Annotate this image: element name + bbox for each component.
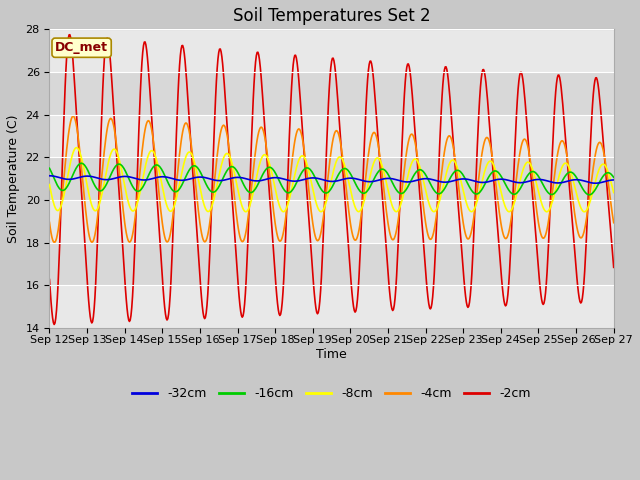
Bar	[49, 285, 614, 328]
Legend: -32cm, -16cm, -8cm, -4cm, -2cm: -32cm, -16cm, -8cm, -4cm, -2cm	[127, 382, 536, 405]
Bar	[49, 72, 614, 115]
Y-axis label: Soil Temperature (C): Soil Temperature (C)	[7, 114, 20, 243]
X-axis label: Time: Time	[316, 348, 347, 361]
Bar	[49, 115, 614, 157]
Bar	[49, 157, 614, 200]
Text: DC_met: DC_met	[55, 41, 108, 54]
Bar	[49, 29, 614, 72]
Title: Soil Temperatures Set 2: Soil Temperatures Set 2	[233, 7, 430, 25]
Bar	[49, 200, 614, 242]
Bar	[49, 242, 614, 285]
